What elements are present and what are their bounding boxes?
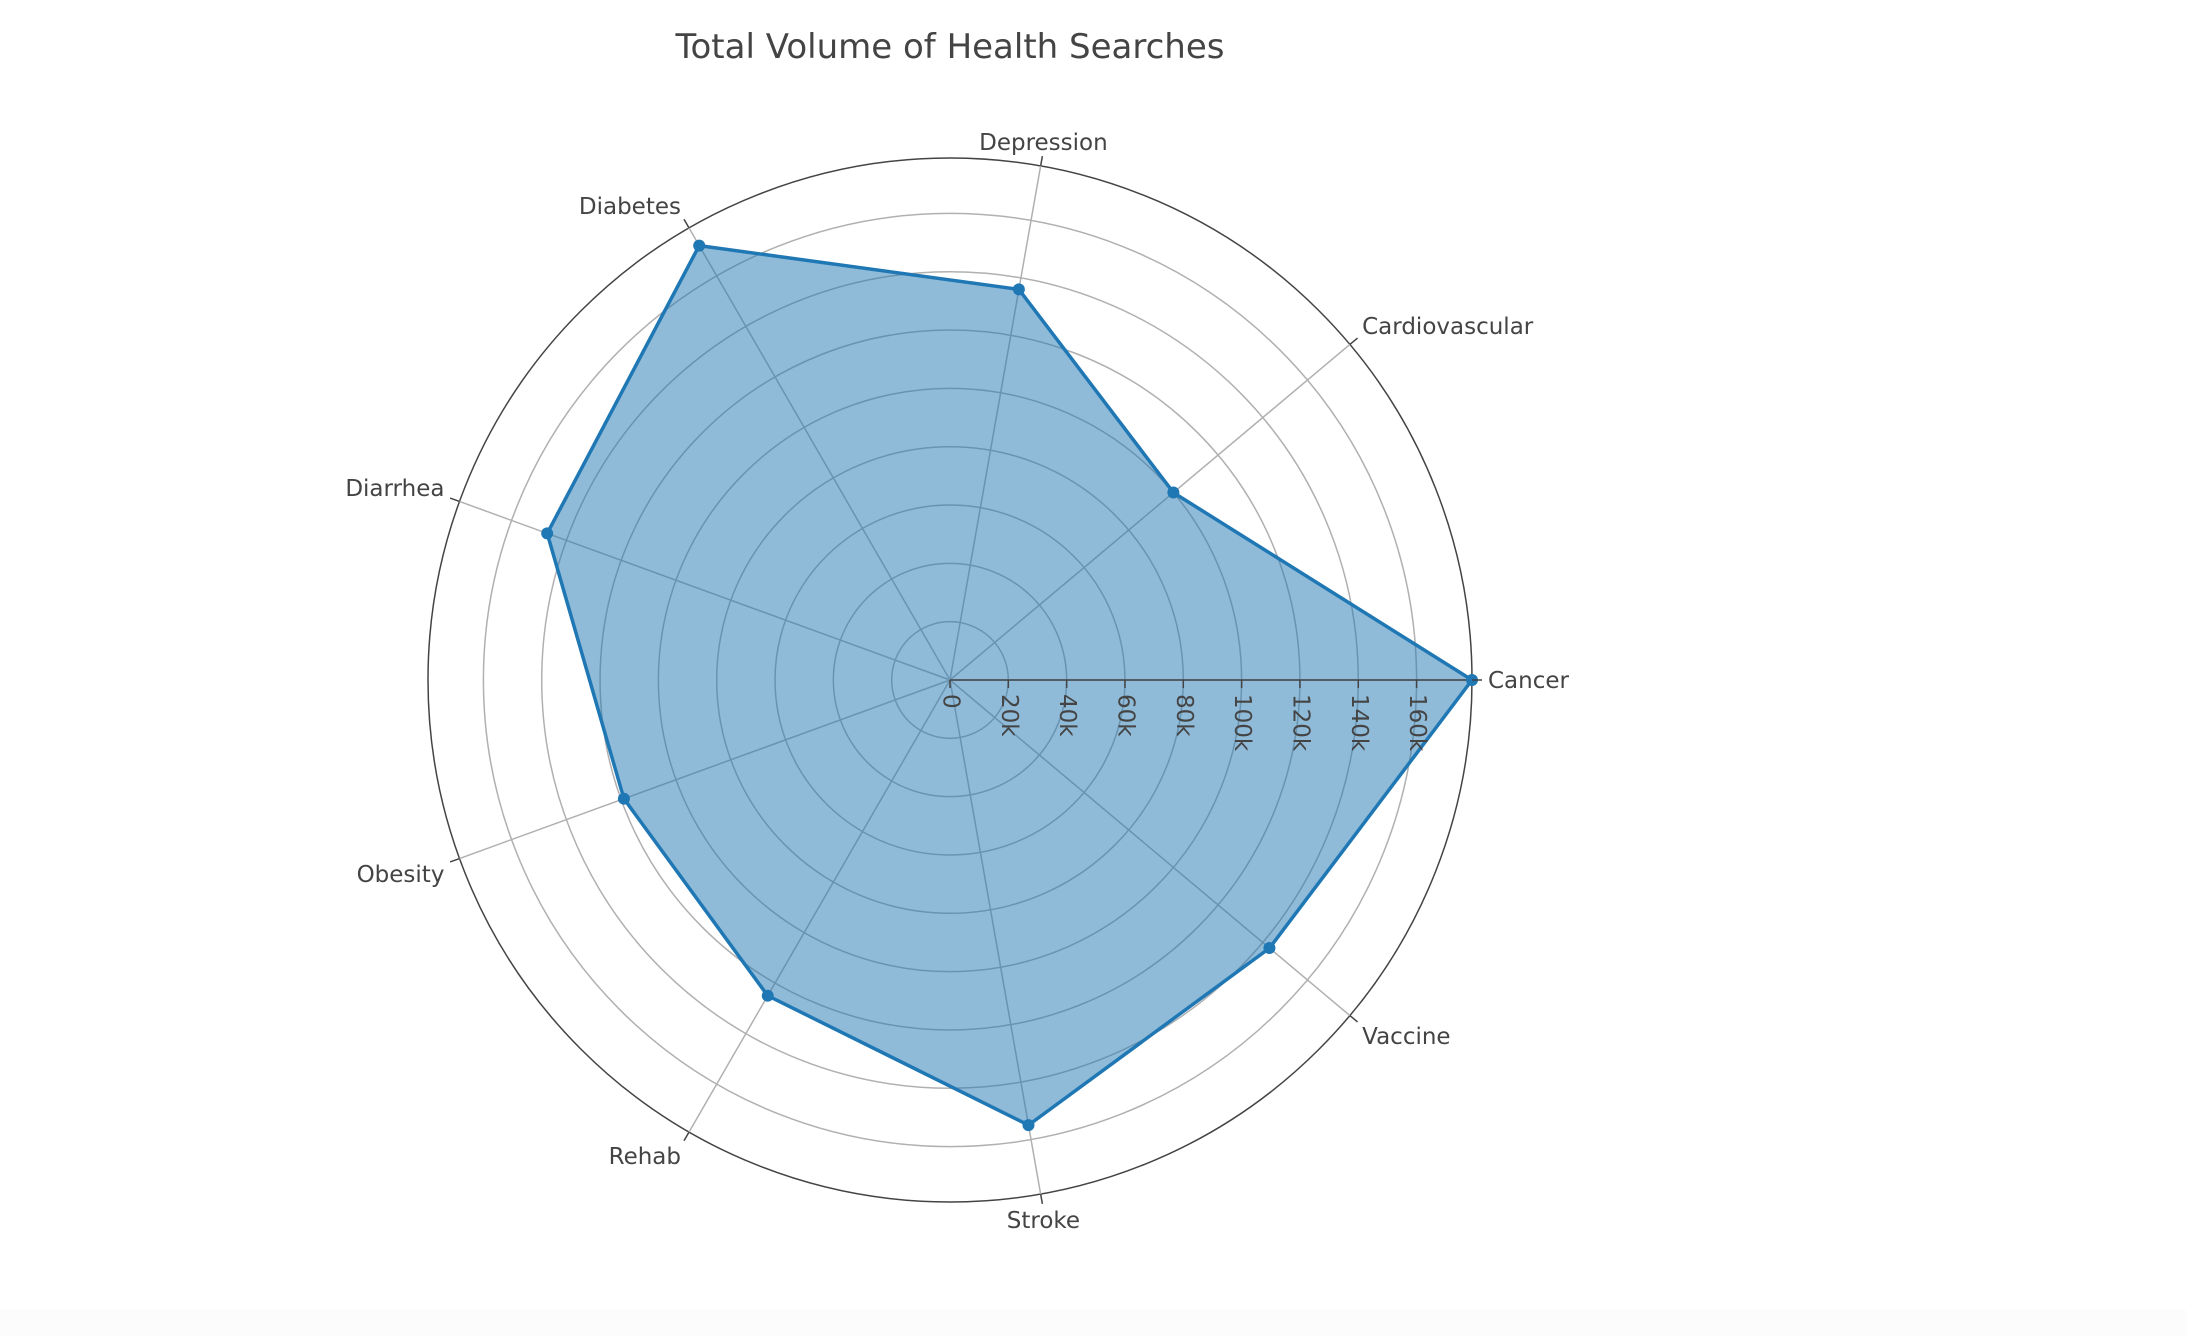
data-point-rehab[interactable]: [761, 989, 774, 1002]
data-point-cardiovascular[interactable]: [1167, 486, 1180, 499]
category-label-rehab: Rehab: [609, 1144, 681, 1170]
data-point-stroke[interactable]: [1022, 1119, 1035, 1132]
bottom-strip: [0, 1310, 2186, 1336]
angular-tick-rehab: [683, 1131, 690, 1142]
data-point-diabetes[interactable]: [693, 239, 706, 252]
radial-tick-label: 20k: [996, 694, 1022, 737]
series-fill: [547, 245, 1472, 1126]
radial-tick-label: 80k: [1171, 694, 1197, 737]
radial-tick-label: 140k: [1346, 694, 1372, 752]
radial-tick-label: 0: [938, 694, 964, 709]
data-point-obesity[interactable]: [617, 792, 630, 805]
radial-tick-label: 120k: [1287, 694, 1313, 752]
angular-tick-obesity: [449, 857, 460, 863]
chart-title: Total Volume of Health Searches: [675, 27, 1225, 67]
category-label-diarrhea: Diarrhea: [345, 476, 444, 502]
series-line: [545, 243, 1474, 1127]
category-label-cancer: Cancer: [1488, 668, 1570, 694]
data-point-depression[interactable]: [1012, 283, 1025, 296]
data-point-diarrhea[interactable]: [541, 527, 554, 540]
category-labels: Cancer Cardiovascular Depression Diabetes Di…: [345, 130, 1569, 1234]
radial-tick-label: 40k: [1054, 694, 1080, 737]
category-label-depression: Depression: [979, 130, 1108, 156]
category-label-cardiovascular: Cardiovascular: [1362, 314, 1534, 340]
radial-tick-label: 100k: [1229, 694, 1255, 752]
category-label-obesity: Obesity: [357, 862, 445, 888]
category-label-stroke: Stroke: [1007, 1208, 1080, 1234]
category-label-diabetes: Diabetes: [579, 194, 681, 220]
radial-tick-label: 60k: [1112, 694, 1138, 737]
series-markers: [541, 239, 1478, 1132]
angular-tick-vaccine: [1349, 1014, 1359, 1023]
series-area: [545, 243, 1474, 1127]
angular-tick-diarrhea: [449, 497, 460, 503]
angular-tick-cardiovascular: [1349, 337, 1359, 346]
angular-tick-diabetes: [683, 218, 690, 229]
angular-tick-depression: [1039, 155, 1044, 167]
radial-axis: 0 20k 40k 60k 80k 100k 120k 140k 160k: [938, 679, 1472, 752]
radial-tick-label: 160k: [1404, 694, 1430, 752]
category-label-vaccine: Vaccine: [1362, 1024, 1450, 1050]
data-point-vaccine[interactable]: [1263, 942, 1276, 955]
angular-tick-stroke: [1039, 1193, 1044, 1205]
